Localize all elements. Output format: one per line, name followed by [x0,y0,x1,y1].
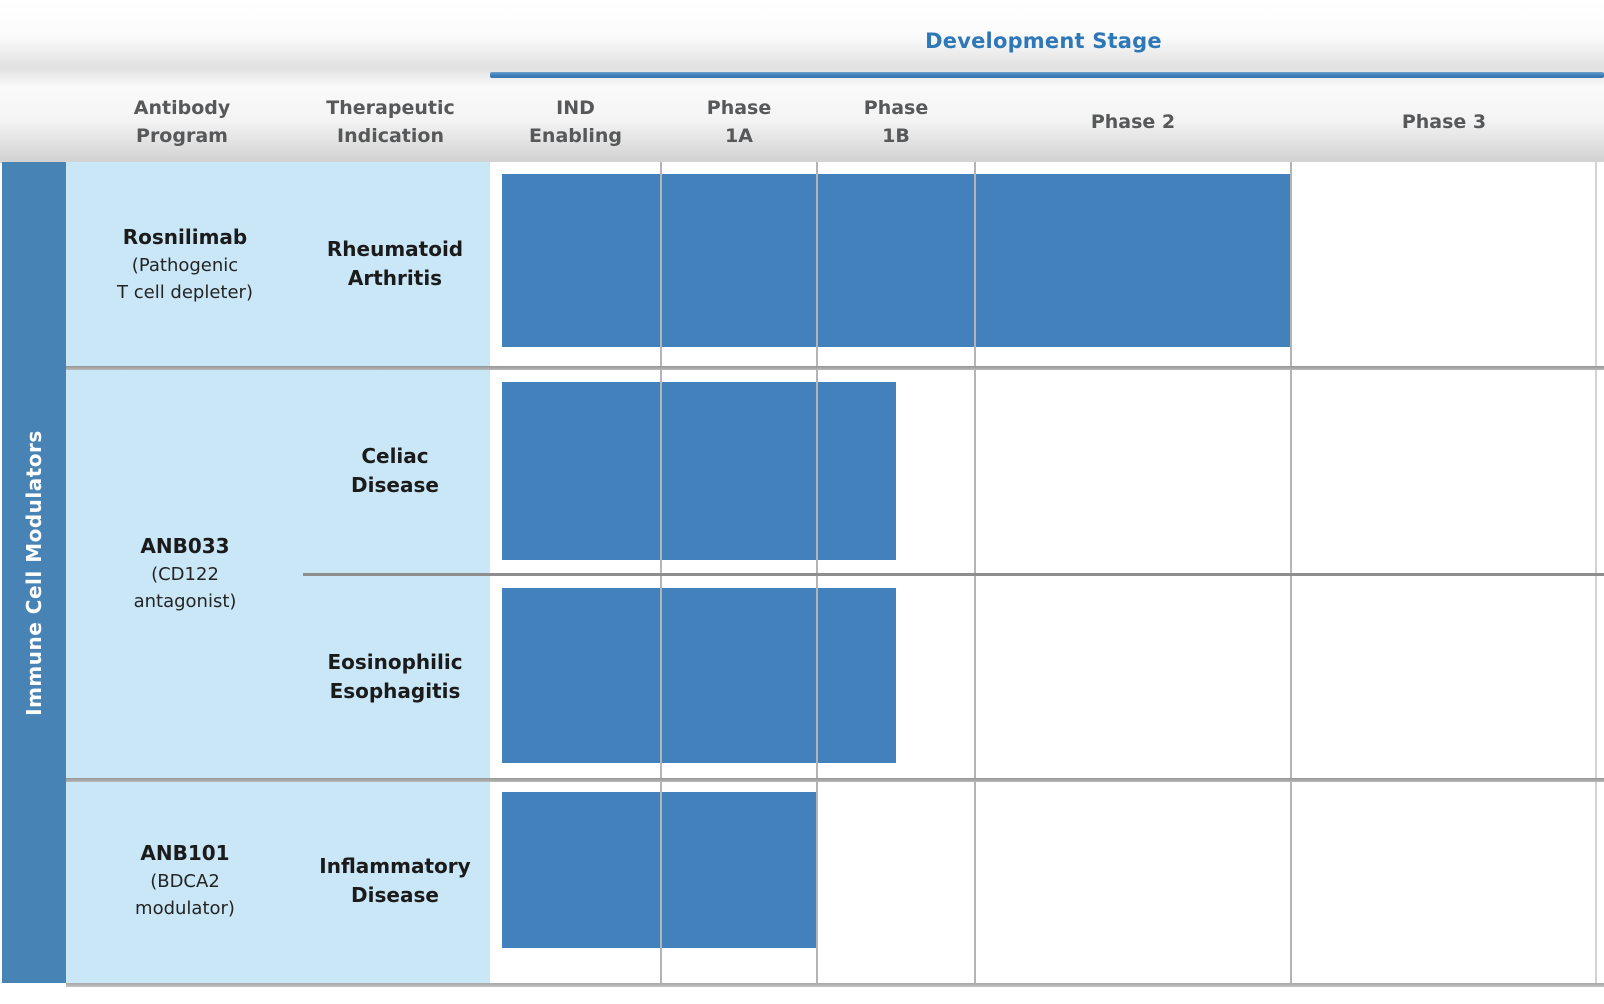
program-name: ANB101 [140,841,230,865]
indication-text: Celiac Disease [351,443,439,497]
group-label: Immune Cell Modulators [22,429,46,716]
stage-header-ind-enabling: IND Enabling [528,97,623,147]
indication-text: Inflammatory Disease [319,853,471,907]
progress-bar-0 [502,174,1291,347]
gridline-phase2-phase3 [1290,162,1292,983]
progress-bar-2 [502,588,896,763]
divider-celiac-eosinophilic [303,573,1604,576]
program-detail: (CD122 antagonist) [133,563,237,612]
group-strip-immune-cell-modulators: Immune Cell Modulators [2,162,66,983]
gridline-phase1a-phase1b [816,162,818,983]
stage-header-phase-1b: Phase 1B [863,97,929,147]
divider-row1-row2 [66,366,1604,370]
indication-label-inflammatory-disease: Inflammatory Disease [300,780,490,981]
column-header-antibody-program: Antibody Program [133,97,231,147]
program-label-anb101: ANB101 (BDCA2 modulator) [70,780,300,981]
program-detail: (Pathogenic T cell depleter) [117,254,253,303]
divider-row3-row4 [66,778,1604,782]
stage-header-phase-1a: Phase 1A [706,97,772,147]
stage-header-phase-3: Phase 3 [1401,111,1487,134]
program-detail: (BDCA2 modulator) [135,871,235,919]
progress-bar-3 [502,792,817,948]
program-label-anb033: ANB033 (CD122 antagonist) [70,368,300,778]
program-name: Rosnilimab [122,224,248,249]
progress-bar-1 [502,382,896,560]
program-label-rosnilimab: Rosnilimab (Pathogenic T cell depleter) [70,162,300,366]
indication-label-eosinophilic-esophagitis: Eosinophilic Esophagitis [300,576,490,778]
indication-text: Eosinophilic Esophagitis [327,650,463,703]
development-stage-underline [490,72,1604,78]
indication-label-rheumatoid-arthritis: Rheumatoid Arthritis [300,162,490,366]
column-header-therapeutic-indication: Therapeutic Indication [326,97,455,147]
stage-header-phase-2: Phase 2 [1090,111,1176,134]
gridline-phase1b-phase2 [974,162,976,983]
indication-text: Rheumatoid Arthritis [326,237,464,290]
row-label-panel [66,162,490,983]
gridline-right-edge [1595,162,1597,983]
table-bottom-border [66,983,1604,987]
development-stage-title: Development Stage [925,29,1162,53]
gridline-ind-phase1a [660,162,662,983]
indication-label-celiac-disease: Celiac Disease [300,368,490,573]
header-band [0,0,1604,163]
program-name: ANB033 [140,533,230,558]
